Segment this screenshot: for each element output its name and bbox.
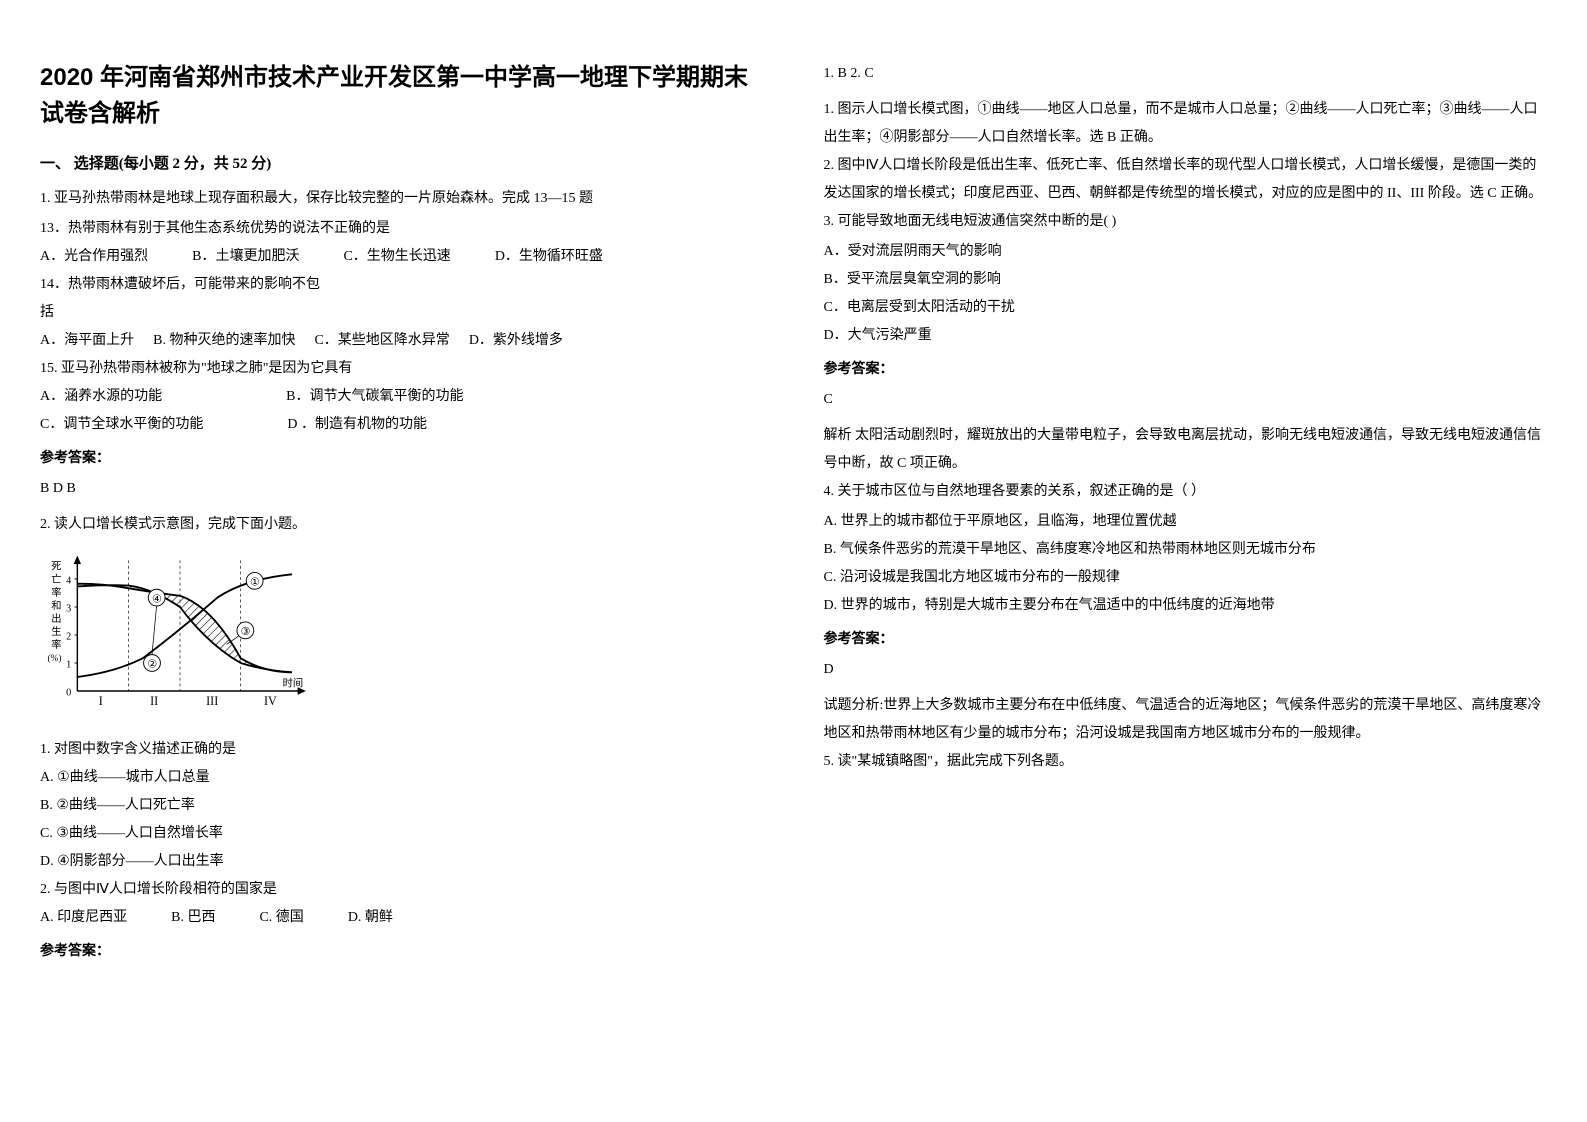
q15-options-row1: A．涵养水源的功能 B．调节大气碳氧平衡的功能 bbox=[40, 383, 764, 411]
right-column: 1. B 2. C 1. 图示人口增长模式图，①曲线——地区人口总量，而不是城市… bbox=[824, 60, 1548, 968]
chart-y-label-2: 亡 bbox=[51, 573, 61, 586]
q14-opt-c: C．某些地区降水异常 bbox=[314, 327, 449, 355]
ytick-0: 0 bbox=[66, 688, 71, 699]
q4-opt-c: C. 沿河设城是我国北方地区城市分布的一般规律 bbox=[824, 564, 1548, 592]
q2-sub2-b: B. 巴西 bbox=[171, 904, 215, 932]
q14-opt-d: D．紫外线增多 bbox=[469, 327, 563, 355]
q2-sub1-d: D. ④阴影部分——人口出生率 bbox=[40, 848, 764, 876]
q3-answer-label: 参考答案： bbox=[824, 358, 1548, 378]
q4-opt-a: A. 世界上的城市都位于平原地区，且临海，地理位置优越 bbox=[824, 508, 1548, 536]
q3-answer: C bbox=[824, 386, 1548, 414]
chart-y-label-1: 死 bbox=[51, 562, 61, 573]
q2-sub1-c: C. ③曲线——人口自然增长率 bbox=[40, 820, 764, 848]
q2-sub2-d: D. 朝鲜 bbox=[348, 904, 393, 932]
q14-text: 14．热带雨林遭破坏后，可能带来的影响不包 bbox=[40, 271, 764, 299]
xtick-1: I bbox=[99, 694, 103, 708]
q2-sub2-a: A. 印度尼西亚 bbox=[40, 904, 127, 932]
xtick-3: III bbox=[206, 694, 218, 708]
anno-2: ② bbox=[147, 659, 157, 671]
q13-text: 13．热带雨林有别于其他生态系统优势的说法不正确的是 bbox=[40, 215, 764, 243]
q4-answer-label: 参考答案： bbox=[824, 628, 1548, 648]
xtick-4: IV bbox=[264, 694, 277, 708]
anno-4: ④ bbox=[152, 593, 162, 605]
xtick-2: II bbox=[150, 694, 158, 708]
chart-y-label-8: (%) bbox=[47, 653, 61, 664]
q4-explanation: 试题分析:世界上大多数城市主要分布在中低纬度、气温适合的近海地区；气候条件恶劣的… bbox=[824, 692, 1548, 748]
ytick-1: 1 bbox=[66, 660, 71, 671]
q2-sub2-options: A. 印度尼西亚 B. 巴西 C. 德国 D. 朝鲜 bbox=[40, 904, 764, 932]
q2-sub1-a: A. ①曲线——城市人口总量 bbox=[40, 764, 764, 792]
q4-intro: 4. 关于城市区位与自然地理各要素的关系，叙述正确的是（ ） bbox=[824, 478, 1548, 506]
q15-text: 15. 亚马孙热带雨林被称为"地球之肺"是因为它具有 bbox=[40, 355, 764, 383]
ytick-4: 4 bbox=[66, 576, 71, 587]
q4-opt-d: D. 世界的城市，特别是大城市主要分布在气温适中的中低纬度的近海地带 bbox=[824, 592, 1548, 620]
q15-opt-c: C．调节全球水平衡的功能 bbox=[40, 411, 203, 439]
chart-y-label-7: 率 bbox=[51, 638, 61, 651]
q15-options-row2: C．调节全球水平衡的功能 D ．制造有机物的功能 bbox=[40, 411, 764, 439]
q2-sub1: 1. 对图中数字含义描述正确的是 bbox=[40, 736, 764, 764]
q4-opt-b: B. 气候条件恶劣的荒漠干旱地区、高纬度寒冷地区和热带雨林地区则无城市分布 bbox=[824, 536, 1548, 564]
q2-sub1-b: B. ②曲线——人口死亡率 bbox=[40, 792, 764, 820]
q15-opt-a: A．涵养水源的功能 bbox=[40, 383, 162, 411]
q3-opt-c: C．电离层受到太阳活动的干扰 bbox=[824, 294, 1548, 322]
q2-exp1: 1. 图示人口增长模式图，①曲线——地区人口总量，而不是城市人口总量；②曲线——… bbox=[824, 96, 1548, 152]
chart-y-label-4: 和 bbox=[51, 600, 61, 612]
document-title: 2020 年河南省郑州市技术产业开发区第一中学高一地理下学期期末试卷含解析 bbox=[40, 60, 764, 132]
curve-1 bbox=[77, 574, 292, 677]
q3-explanation: 解析 太阳活动剧烈时，耀斑放出的大量带电粒子，会导致电离层扰动，影响无线电短波通… bbox=[824, 422, 1548, 478]
left-column: 2020 年河南省郑州市技术产业开发区第一中学高一地理下学期期末试卷含解析 一、… bbox=[40, 60, 764, 968]
anno-3: ③ bbox=[241, 626, 251, 638]
section-heading-1: 一、 选择题(每小题 2 分，共 52 分) bbox=[40, 152, 764, 173]
q14-options: A．海平面上升 B. 物种灭绝的速率加快 C．某些地区降水异常 D．紫外线增多 bbox=[40, 327, 764, 355]
q3-intro: 3. 可能导致地面无线电短波通信突然中断的是( ) bbox=[824, 208, 1548, 236]
chart-y-label-3: 率 bbox=[51, 586, 61, 599]
q2-sub2-c: C. 德国 bbox=[259, 904, 303, 932]
q2-exp2: 2. 图中Ⅳ人口增长阶段是低出生率、低死亡率、低自然增长率的现代型人口增长模式，… bbox=[824, 152, 1548, 208]
q13-opt-a: A．光合作用强烈 bbox=[40, 243, 148, 271]
q3-opt-b: B．受平流层臭氧空洞的影响 bbox=[824, 266, 1548, 294]
q5-intro: 5. 读"某城镇略图"，据此完成下列各题。 bbox=[824, 748, 1548, 776]
q2-sub2: 2. 与图中Ⅳ人口增长阶段相符的国家是 bbox=[40, 876, 764, 904]
q4-answer: D bbox=[824, 656, 1548, 684]
q2-intro: 2. 读人口增长模式示意图，完成下面小题。 bbox=[40, 511, 764, 539]
ytick-3: 3 bbox=[66, 604, 71, 615]
q13-opt-d: D．生物循环旺盛 bbox=[495, 243, 603, 271]
q15-opt-b: B．调节大气碳氧平衡的功能 bbox=[286, 383, 463, 411]
population-chart: 死 亡 率 和 出 生 率 (%) 0 1 2 3 4 I II III bbox=[40, 551, 320, 724]
curve-3 bbox=[77, 584, 292, 673]
q14-opt-a: A．海平面上升 bbox=[40, 327, 134, 355]
x-axis-label: 时间 bbox=[283, 676, 304, 689]
q14-opt-b: B. 物种灭绝的速率加快 bbox=[153, 327, 295, 355]
ytick-2: 2 bbox=[66, 632, 71, 643]
q13-opt-c: C．生物生长迅速 bbox=[343, 243, 450, 271]
anno-1: ① bbox=[250, 577, 260, 589]
q2-answer-label: 参考答案： bbox=[40, 940, 764, 960]
chart-y-label-5: 出 bbox=[51, 612, 61, 625]
q1-answer-label: 参考答案： bbox=[40, 447, 764, 467]
q15-opt-d: D ．制造有机物的功能 bbox=[287, 411, 427, 439]
q13-opt-b: B．土壤更加肥沃 bbox=[192, 243, 299, 271]
q3-opt-a: A．受对流层阴雨天气的影响 bbox=[824, 238, 1548, 266]
q13-options: A．光合作用强烈 B．土壤更加肥沃 C．生物生长迅速 D．生物循环旺盛 bbox=[40, 243, 764, 271]
q2-answers: 1. B 2. C bbox=[824, 60, 1548, 88]
chart-y-label-6: 生 bbox=[51, 625, 61, 638]
chart-svg: 死 亡 率 和 出 生 率 (%) 0 1 2 3 4 I II III bbox=[40, 551, 320, 719]
q14-text-cont: 括 bbox=[40, 299, 764, 327]
q3-opt-d: D．大气污染严重 bbox=[824, 322, 1548, 350]
q1-intro: 1. 亚马孙热带雨林是地球上现存面积最大，保存比较完整的一片原始森林。完成 13… bbox=[40, 185, 764, 213]
q1-answer: B D B bbox=[40, 475, 764, 503]
